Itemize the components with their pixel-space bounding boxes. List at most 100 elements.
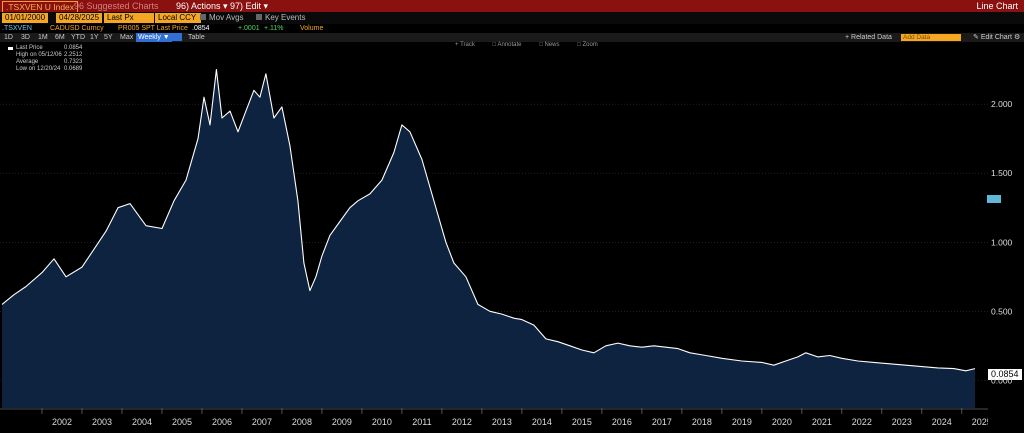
suggested-charts-button[interactable]: 96 Suggested Charts (74, 1, 159, 11)
period-5y[interactable]: 5Y (104, 34, 113, 41)
x-tick-label: 2018 (692, 417, 712, 427)
series-marker (987, 195, 1001, 203)
x-tick-label: 2013 (492, 417, 512, 427)
actions-label: 96) Actions (176, 1, 221, 11)
zoom-label: Zoom (582, 42, 598, 48)
mov-avgs-toggle[interactable]: Mov Avgs (200, 12, 244, 24)
period-6m[interactable]: 6M (55, 34, 65, 41)
key-events-label: Key Events (265, 13, 306, 22)
line-chart[interactable] (0, 42, 988, 408)
stat-value: 0.0689 (64, 66, 83, 72)
stat-label: Low on 12/20/24 (16, 66, 61, 72)
frequency-select[interactable]: Weekly ▼ (136, 33, 172, 42)
table-button[interactable]: Table (188, 34, 205, 41)
mov-avgs-label: Mov Avgs (209, 13, 244, 22)
checkbox-icon (200, 14, 206, 20)
last-value-label: 0.0854 (988, 369, 1022, 380)
price-label: .0854 (192, 25, 210, 32)
y-tick-label: 2.000 (991, 99, 1013, 109)
x-tick-label: 2017 (652, 417, 672, 427)
actions-menu[interactable]: 96) Actions ▾ (176, 0, 228, 12)
x-tick-label: 2003 (92, 417, 112, 427)
add-data-input[interactable]: Add Data (901, 34, 961, 41)
area-fill (2, 69, 975, 408)
end-date-input[interactable]: 04/28/2025 (56, 13, 103, 23)
x-tick-label: 2008 (292, 417, 312, 427)
related-data-label: Related Data (851, 34, 892, 41)
x-tick-label: 2020 (772, 417, 792, 427)
period-bar: 1D 3D 1M 6M YTD 1Y 5Y Max Weekly ▼ Table… (0, 33, 1024, 42)
controls-bar: 01/01/2000 04/28/2025 Last Px Local CCY … (0, 12, 1024, 24)
stat-label: High on 05/12/06 (16, 52, 62, 58)
x-tick-label: 2012 (452, 417, 472, 427)
start-date-input[interactable]: 01/01/2000 (2, 13, 49, 23)
stat-value: 0.0854 (64, 45, 83, 51)
edit-menu[interactable]: 97) Edit ▾ (230, 0, 268, 12)
checkbox-icon (256, 14, 262, 20)
track-tool[interactable]: + Track (455, 42, 475, 48)
x-tick-label: 2005 (172, 417, 192, 427)
x-tick-label: 2007 (252, 417, 272, 427)
chevron-down-icon: ▾ (223, 1, 228, 11)
x-tick-label: 2023 (892, 417, 912, 427)
chart-tools: + Track □ Annotate □ News □ Zoom (455, 42, 614, 48)
volume-label[interactable]: Volume (300, 25, 324, 32)
price-area (1, 69, 976, 408)
period-max[interactable]: Max (120, 34, 134, 41)
y-tick-label: 0.500 (991, 306, 1013, 316)
x-tick-label: 2004 (132, 417, 152, 427)
x-tick-label: 2021 (812, 417, 832, 427)
period-ytd[interactable]: YTD (71, 34, 85, 41)
currency-label[interactable]: CADUSD Curncy (50, 25, 104, 32)
x-tick-label: 2009 (332, 417, 352, 427)
stat-label: Last Price (16, 45, 43, 51)
period-1y[interactable]: 1Y (90, 34, 99, 41)
gear-icon[interactable]: ⚙ (1014, 34, 1021, 41)
price-line (1, 69, 976, 372)
edit-chart-label: Edit Chart (980, 34, 1012, 41)
edit-label: 97) Edit (230, 1, 262, 11)
key-events-toggle[interactable]: Key Events (256, 12, 305, 24)
line-swatch-icon (8, 47, 13, 50)
period-1d[interactable]: 1D (4, 34, 13, 41)
stat-value: 0.7323 (64, 59, 83, 65)
x-tick-label: 2006 (212, 417, 232, 427)
view-title: Line Chart (976, 1, 1018, 11)
x-tick-label: 2024 (932, 417, 952, 427)
zoom-tool[interactable]: □ Zoom (577, 42, 598, 48)
x-tick-label: 2011 (412, 417, 431, 427)
stat-value: 2.2512 (64, 52, 83, 58)
y-axis: 0.000 0.500 1.000 1.500 2.000 (991, 99, 1013, 385)
change-pct-label: +.11% (264, 25, 284, 32)
news-tool[interactable]: □ News (539, 42, 560, 48)
y-tick-label: 1.000 (991, 237, 1013, 247)
edit-chart-button[interactable]: ✎ Edit Chart (973, 34, 1012, 41)
security-legend-bar: .TSXVEN CADUSD Curncy PR005 SPT Last Pri… (0, 24, 1024, 33)
currency-select[interactable]: Local CCY (155, 13, 201, 23)
chevron-down-icon: ▾ (263, 1, 269, 11)
x-tick-label: 2015 (572, 417, 592, 427)
related-data-button[interactable]: + Related Data (845, 34, 892, 41)
annotate-label: Annotate (497, 42, 522, 48)
period-3d[interactable]: 3D (21, 34, 30, 41)
stat-label: Average (16, 59, 39, 65)
annotate-tool[interactable]: □ Annotate (492, 42, 522, 48)
x-tick-label: 2014 (532, 417, 552, 427)
field-select[interactable]: Last Px (104, 13, 154, 23)
x-tick-label: 2025 (972, 417, 988, 427)
x-tick-label: 2016 (612, 417, 632, 427)
track-label: Track (460, 42, 475, 48)
news-label: News (544, 42, 560, 48)
y-tick-label: 1.500 (991, 168, 1013, 178)
frequency-label: Weekly (138, 34, 161, 41)
y-tick-label: 0.000 (991, 375, 1013, 385)
x-axis: 2002 2003 2004 2005 2006 2007 2008 2009 2010 2011… (0, 408, 988, 427)
chart-type-icon[interactable] (172, 33, 182, 41)
period-1m[interactable]: 1M (38, 34, 48, 41)
x-tick-label: 2002 (52, 417, 72, 427)
top-toolbar: .TSXVEN U Index 96 Suggested Charts 96) … (0, 0, 1024, 13)
x-tick-label: 2010 (372, 417, 392, 427)
security-label: .TSXVEN (2, 25, 32, 32)
x-tick-label: 2022 (852, 417, 872, 427)
field-label: PR005 SPT Last Price (118, 25, 188, 32)
